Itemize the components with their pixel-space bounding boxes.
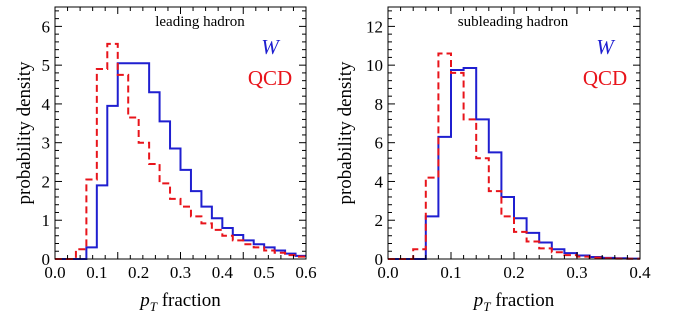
y-tick-label: 3 (42, 134, 51, 153)
legend-label-w: W (261, 35, 281, 59)
y-tick-label: 2 (42, 172, 51, 191)
x-tick-label: 0.6 (295, 263, 316, 282)
series-qcd-line (388, 52, 640, 260)
y-tick-label: 0 (375, 250, 384, 269)
x-tick-label: 0.1 (86, 263, 107, 282)
panel-2: 0.0 0.1 0.2 0.3 0.4 0 2 4 6 8 10 12 subleading hadro… (335, 6, 651, 314)
y-tick-label: 10 (366, 56, 383, 75)
legend-label-qcd: QCD (248, 66, 292, 90)
y-tick-label: 12 (366, 17, 383, 36)
legend-label-w: W (596, 35, 616, 59)
x-axis-label-sub: T (483, 299, 491, 314)
series-w-line (55, 62, 306, 260)
x-tick-label: 0.2 (128, 263, 149, 282)
y-tick-label: 4 (42, 95, 51, 114)
y-tick-label: 5 (42, 56, 51, 75)
x-tick-label: 0.2 (503, 263, 524, 282)
x-tick-label: 0.3 (566, 263, 587, 282)
x-axis-label-rest: fraction (157, 290, 221, 311)
x-tick-label: 0.3 (170, 263, 191, 282)
y-tick-label: 0 (42, 250, 51, 269)
x-axis-label-sub: T (150, 299, 158, 314)
x-tick-label: 0.5 (254, 263, 275, 282)
panel-title: leading hadron (155, 14, 245, 30)
y-tick-label: 4 (375, 172, 384, 191)
x-axis-label-p: p (138, 290, 150, 311)
x-axis-label-rest: fraction (490, 290, 554, 311)
y-tick-label: 1 (42, 211, 51, 230)
y-tick-label: 6 (42, 17, 51, 36)
panel-1: 0.0 0.1 0.2 0.3 0.4 0.5 0.6 0 1 2 3 4 5 6 leading hadr… (14, 6, 317, 314)
y-axis-label: probability density (14, 61, 35, 205)
y-axis-label: probability density (335, 61, 356, 205)
y-tick-label: 8 (375, 95, 384, 114)
panel-title: subleading hadron (458, 14, 569, 30)
legend-label-qcd: QCD (583, 66, 627, 90)
x-axis-label: pT fraction (138, 290, 221, 314)
x-tick-label: 0.4 (629, 263, 651, 282)
x-axis-label: pT fraction (472, 290, 555, 314)
x-axis-label-p: p (472, 290, 484, 311)
x-tick-label: 0.1 (440, 263, 461, 282)
y-tick-label: 2 (375, 211, 384, 230)
y-tick-label: 6 (375, 134, 384, 153)
x-tick-label: 0.0 (44, 263, 65, 282)
x-tick-label: 0.4 (212, 263, 234, 282)
x-tick-label: 0.0 (377, 263, 398, 282)
series-qcd-line (55, 42, 306, 260)
